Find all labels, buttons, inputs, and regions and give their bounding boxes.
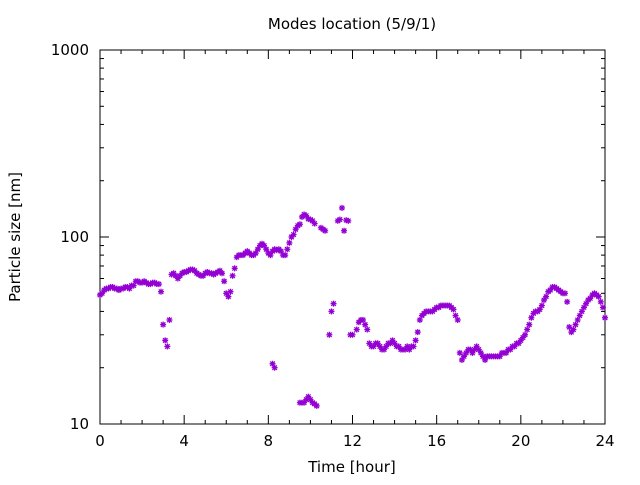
data-point bbox=[219, 270, 226, 277]
data-point bbox=[595, 293, 602, 300]
x-tick-label: 8 bbox=[264, 432, 274, 450]
y-axis-label: Particle size [nm] bbox=[6, 172, 24, 302]
x-tick-label: 4 bbox=[179, 432, 189, 450]
data-point bbox=[597, 298, 604, 305]
data-point bbox=[570, 326, 577, 333]
data-point bbox=[349, 331, 356, 338]
y-tick-label: 10 bbox=[70, 415, 89, 433]
data-point bbox=[414, 329, 421, 336]
data-point bbox=[164, 343, 171, 350]
data-point bbox=[572, 321, 579, 328]
data-point bbox=[221, 278, 228, 285]
data-point bbox=[286, 239, 293, 246]
plot-frame bbox=[99, 49, 606, 425]
y-tick-label: 100 bbox=[60, 228, 89, 246]
axis-ticks bbox=[99, 49, 606, 425]
data-point bbox=[566, 324, 573, 331]
data-point bbox=[326, 331, 333, 338]
data-point bbox=[522, 331, 529, 338]
data-point bbox=[353, 326, 360, 333]
x-tick-label: 24 bbox=[595, 432, 614, 450]
data-point bbox=[322, 227, 329, 234]
data-point bbox=[362, 321, 369, 328]
data-point bbox=[158, 288, 165, 295]
x-axis-label: Time [hour] bbox=[307, 458, 396, 476]
data-point bbox=[282, 252, 289, 259]
data-point bbox=[360, 316, 367, 323]
data-point bbox=[412, 337, 419, 344]
data-point bbox=[456, 349, 463, 356]
data-point bbox=[482, 356, 489, 363]
data-point bbox=[162, 337, 169, 344]
data-point bbox=[564, 298, 571, 305]
tick-labels: 0 4 8 12 16 20 24 10 100 1000 bbox=[51, 41, 615, 450]
data-point bbox=[290, 231, 297, 238]
data-point bbox=[225, 293, 232, 300]
data-point bbox=[345, 217, 352, 224]
data-point bbox=[328, 308, 335, 315]
data-point bbox=[410, 343, 417, 350]
data-point bbox=[526, 321, 533, 328]
data-point bbox=[543, 293, 550, 300]
data-point bbox=[538, 302, 545, 309]
y-tick-label: 1000 bbox=[51, 41, 89, 59]
chart-title: Modes location (5/9/1) bbox=[268, 15, 436, 33]
data-point bbox=[229, 272, 236, 279]
x-tick-label: 16 bbox=[427, 432, 446, 450]
data-point bbox=[166, 316, 173, 323]
data-point bbox=[284, 246, 291, 253]
data-point bbox=[313, 402, 320, 409]
data-point bbox=[155, 281, 162, 288]
data-point bbox=[341, 227, 348, 234]
data-point bbox=[454, 316, 461, 323]
data-point bbox=[271, 364, 278, 371]
data-point bbox=[364, 326, 371, 333]
data-point bbox=[587, 295, 594, 302]
data-points bbox=[97, 204, 608, 409]
data-point bbox=[227, 288, 234, 295]
x-tick-label: 0 bbox=[95, 432, 105, 450]
data-point bbox=[160, 321, 167, 328]
data-point bbox=[336, 216, 343, 223]
data-point bbox=[524, 326, 531, 333]
data-point bbox=[602, 314, 608, 321]
data-point bbox=[338, 204, 345, 211]
data-point bbox=[330, 300, 337, 307]
data-point bbox=[450, 306, 457, 313]
data-point bbox=[296, 221, 303, 228]
x-tick-label: 20 bbox=[511, 432, 530, 450]
data-point bbox=[562, 290, 569, 297]
data-point bbox=[599, 304, 606, 311]
x-tick-label: 12 bbox=[343, 432, 362, 450]
plot-border bbox=[99, 49, 606, 425]
data-point bbox=[311, 220, 318, 227]
data-point bbox=[503, 349, 510, 356]
data-point bbox=[231, 265, 238, 272]
